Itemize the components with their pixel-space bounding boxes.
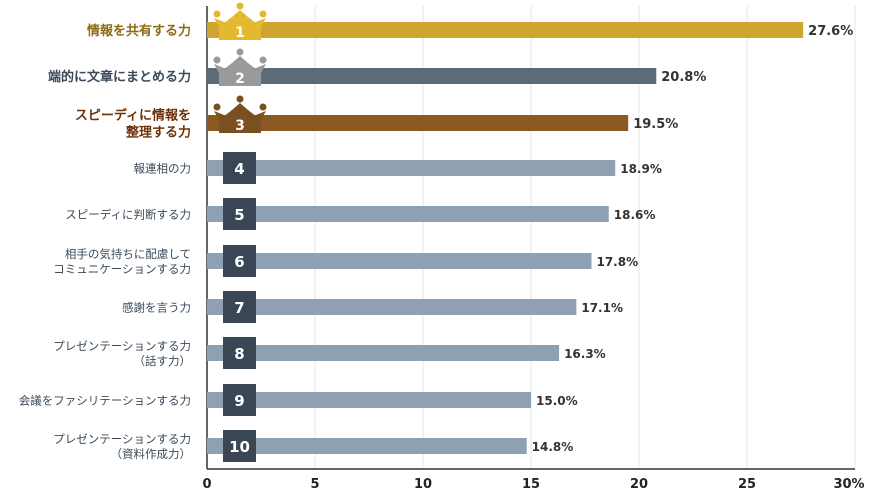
bar bbox=[207, 345, 560, 361]
rank-number: 6 bbox=[234, 253, 244, 271]
rank-number: 1 bbox=[235, 25, 245, 41]
rank-badge bbox=[223, 430, 256, 462]
crown-icon bbox=[214, 64, 266, 73]
bar bbox=[207, 68, 657, 84]
crown-jewel bbox=[259, 103, 267, 111]
category-label: 端的に文章にまとめる力 bbox=[48, 69, 191, 85]
crown-jewel bbox=[213, 10, 221, 18]
crown-jewel bbox=[236, 2, 244, 10]
category-label: 報連相の力 bbox=[134, 161, 192, 175]
bar bbox=[207, 253, 592, 269]
category-label: コミュニケーションする力 bbox=[53, 262, 191, 276]
x-tick-label: 25 bbox=[738, 477, 756, 492]
value-label: 18.9% bbox=[620, 162, 662, 176]
category-label: 会議をファシリテーションする力 bbox=[19, 393, 191, 407]
rank-number: 7 bbox=[234, 299, 244, 317]
value-label: 19.5% bbox=[633, 117, 678, 132]
rank-badge bbox=[223, 198, 256, 230]
value-label: 16.3% bbox=[564, 347, 606, 361]
rank-badge bbox=[223, 384, 256, 416]
bar bbox=[207, 115, 629, 131]
category-label: （資料作成力） bbox=[111, 447, 192, 461]
crown-jewel bbox=[236, 95, 244, 103]
category-label: （話す力） bbox=[134, 354, 192, 368]
rank-badge bbox=[223, 245, 256, 277]
x-tick-label: 30% bbox=[833, 477, 864, 492]
category-label: 感謝を言う力 bbox=[122, 300, 191, 314]
rank-number: 4 bbox=[234, 160, 244, 178]
rank-number: 3 bbox=[235, 118, 245, 134]
crown-icon bbox=[214, 111, 266, 120]
bar bbox=[207, 438, 527, 454]
rank-number: 5 bbox=[234, 206, 244, 224]
category-label: スピーディに判断する力 bbox=[65, 207, 191, 221]
crown-icon bbox=[214, 18, 266, 27]
crown-jewel bbox=[259, 10, 267, 18]
category-label: プレゼンテーションする力 bbox=[53, 432, 191, 446]
bar bbox=[207, 299, 577, 315]
x-tick-label: 0 bbox=[202, 477, 211, 492]
value-label: 17.8% bbox=[596, 255, 638, 269]
x-tick-label: 15 bbox=[522, 477, 540, 492]
bar bbox=[207, 22, 804, 38]
value-label: 20.8% bbox=[661, 70, 706, 85]
rank-badge bbox=[223, 291, 256, 323]
rank-number: 2 bbox=[235, 71, 245, 87]
category-label: スピーディに情報を bbox=[75, 107, 191, 123]
rank-number: 10 bbox=[229, 438, 250, 456]
crown-jewel bbox=[236, 48, 244, 56]
rank-number: 9 bbox=[234, 392, 244, 410]
crown-jewel bbox=[213, 56, 221, 64]
value-label: 14.8% bbox=[532, 440, 574, 454]
bar bbox=[207, 206, 609, 222]
crown-icon bbox=[219, 10, 261, 40]
value-label: 17.1% bbox=[581, 301, 623, 315]
category-label: 相手の気持ちに配慮して bbox=[65, 247, 191, 261]
category-label: 情報を共有する力 bbox=[87, 23, 191, 39]
bar bbox=[207, 392, 531, 408]
rank-badge bbox=[223, 337, 256, 369]
category-label: プレゼンテーションする力 bbox=[53, 339, 191, 353]
rank-badge bbox=[223, 152, 256, 184]
x-tick-label: 20 bbox=[630, 477, 648, 492]
crown-icon bbox=[219, 56, 261, 86]
value-label: 15.0% bbox=[536, 394, 578, 408]
category-label: 整理する力 bbox=[125, 124, 191, 140]
x-tick-label: 10 bbox=[414, 477, 432, 492]
rank-number: 8 bbox=[234, 345, 244, 363]
x-tick-label: 5 bbox=[310, 477, 319, 492]
value-label: 18.6% bbox=[614, 208, 656, 222]
bar bbox=[207, 160, 616, 176]
value-label: 27.6% bbox=[808, 24, 853, 39]
crown-jewel bbox=[259, 56, 267, 64]
crown-icon bbox=[219, 103, 261, 133]
crown-jewel bbox=[213, 103, 221, 111]
